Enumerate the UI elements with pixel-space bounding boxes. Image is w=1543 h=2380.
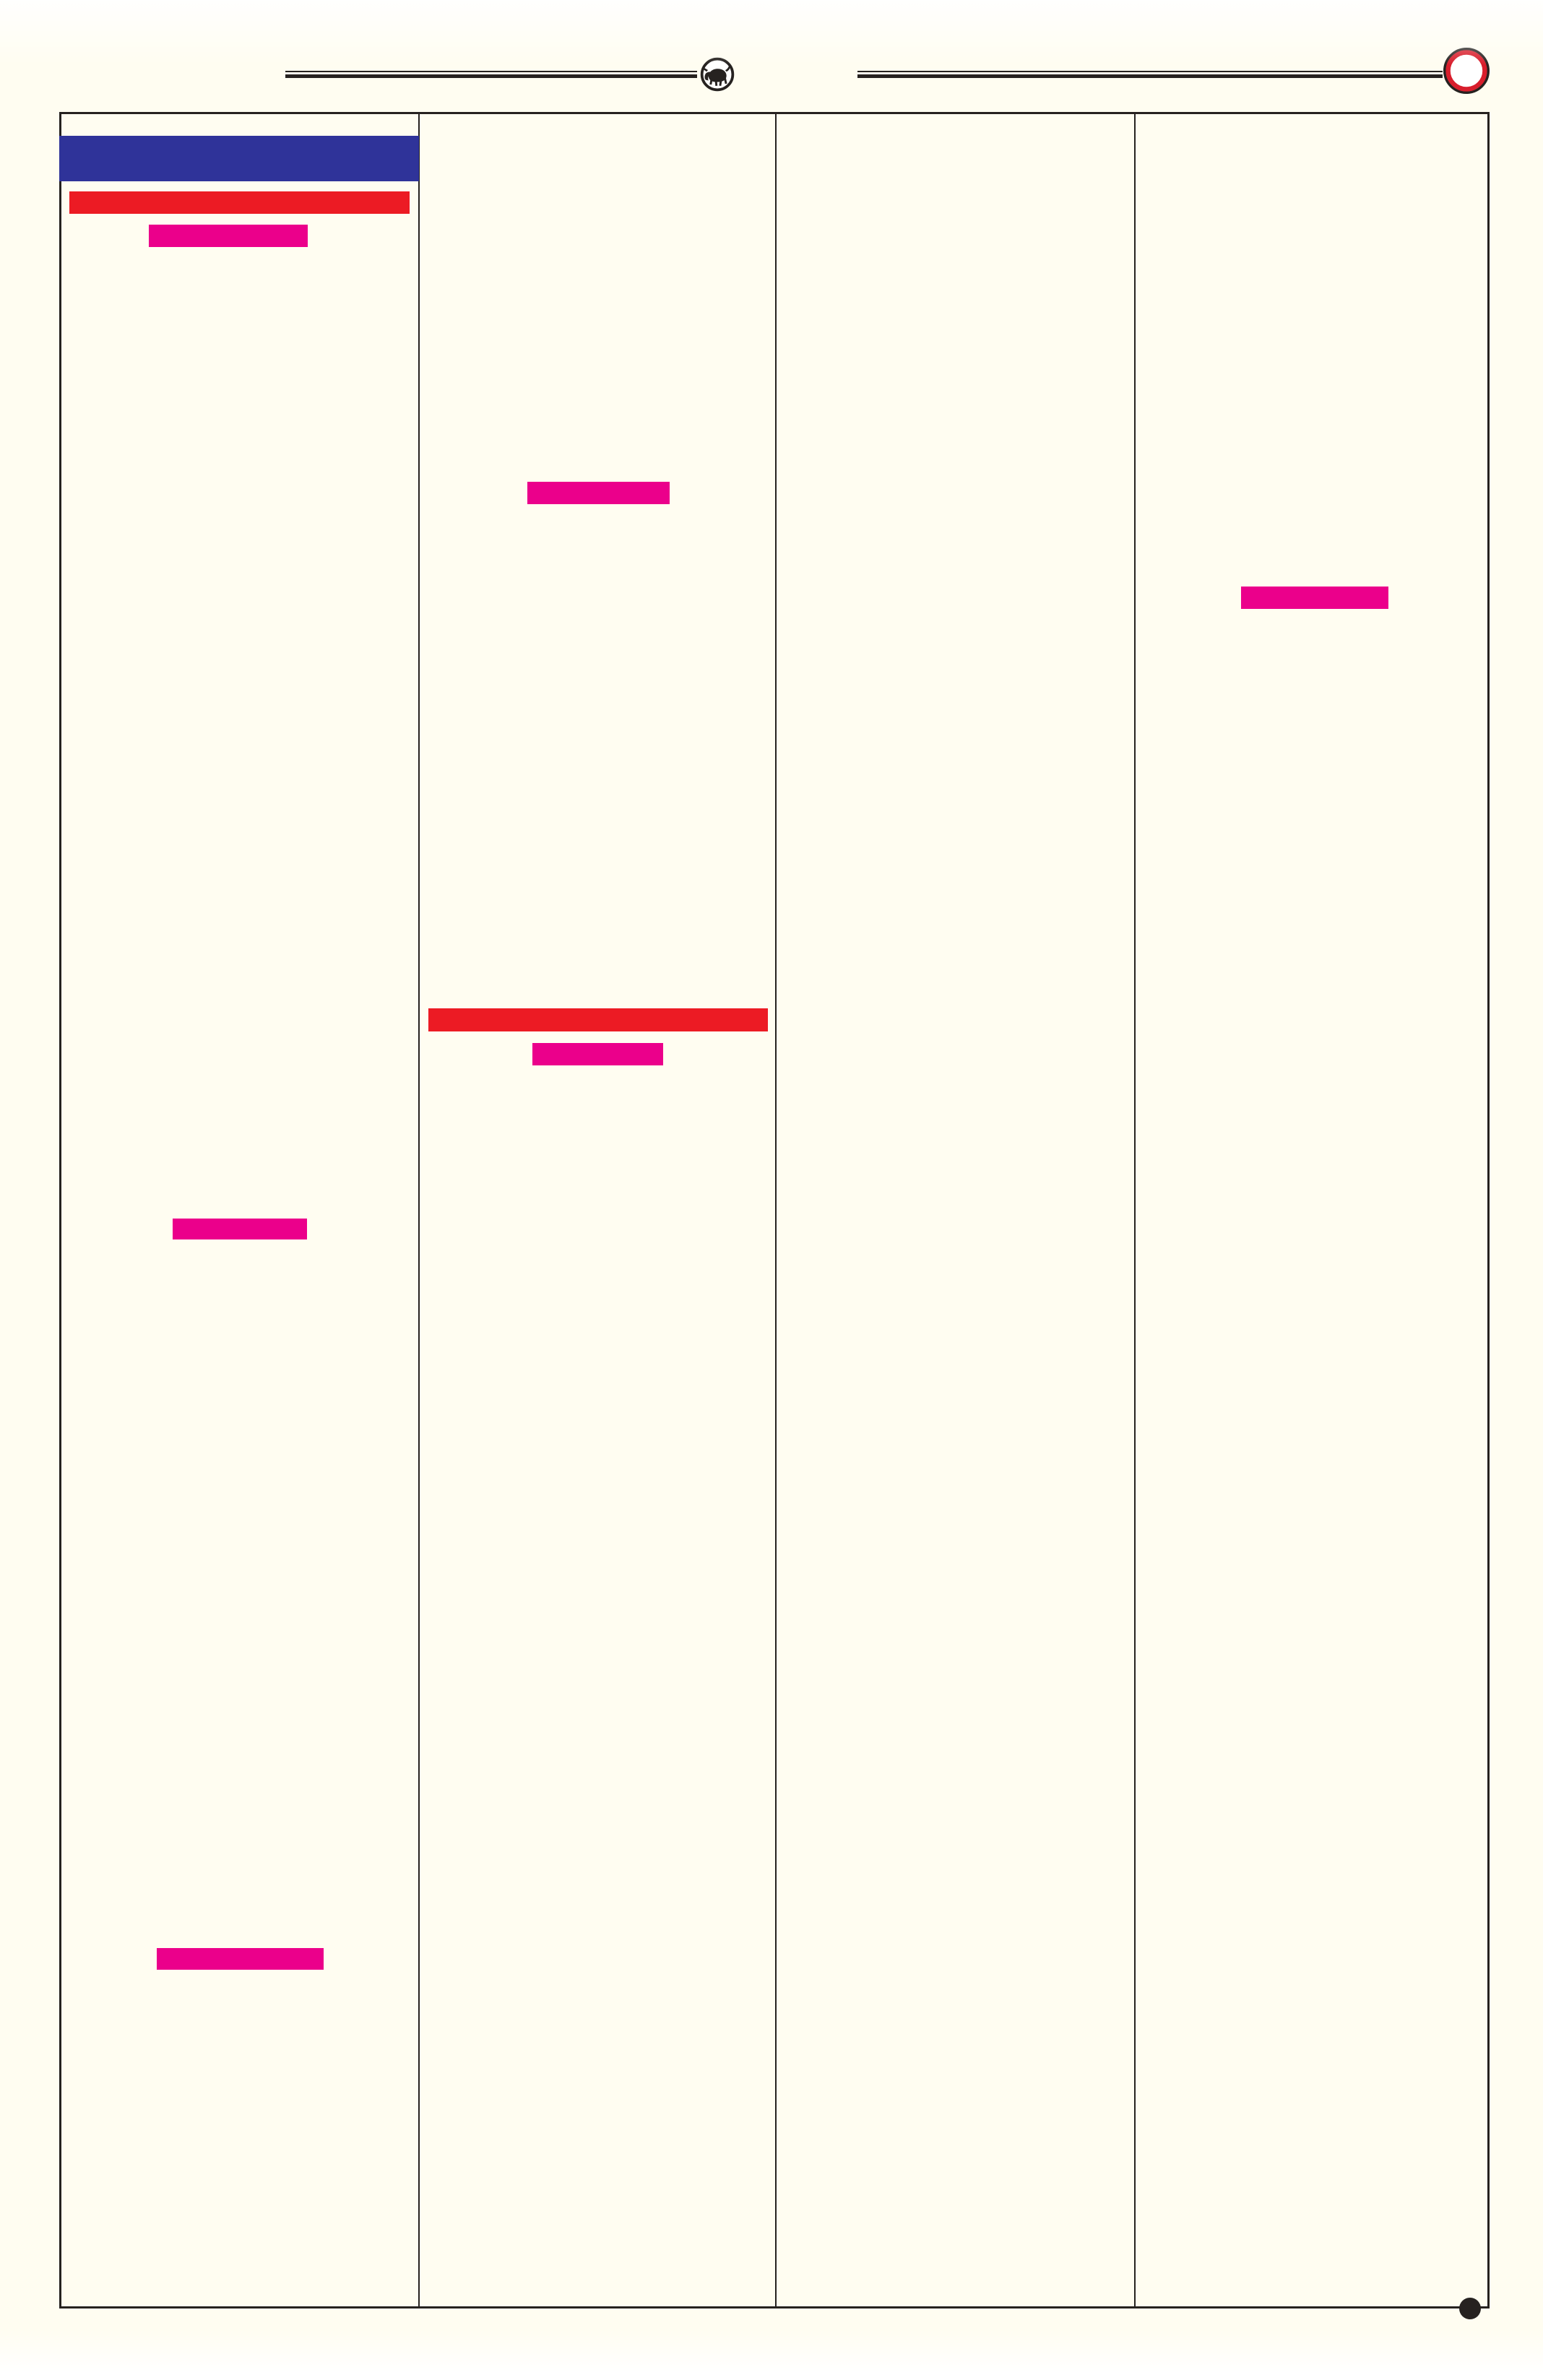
column-divider	[1134, 112, 1136, 2308]
column-divider	[418, 112, 420, 2308]
bull-medallion-icon	[700, 57, 735, 92]
scan-fade-bottom	[0, 2329, 1543, 2380]
black-dot-icon	[1459, 2298, 1481, 2319]
masthead-blue-bar	[59, 136, 419, 181]
red-ring-icon	[1443, 47, 1490, 95]
column-divider	[775, 112, 777, 2308]
magenta-bar-col4	[1241, 587, 1388, 609]
headline-red-bar-col1	[69, 191, 410, 214]
magenta-bar-col1-middle	[173, 1219, 307, 1239]
header-rule-left	[285, 71, 697, 78]
magenta-bar-col1-lower	[157, 1948, 324, 1970]
content-frame	[59, 112, 1490, 2308]
headline-red-bar-col2	[428, 1008, 768, 1031]
subhead-magenta-bar-col1	[149, 225, 308, 247]
header-rule-right	[857, 71, 1443, 78]
magenta-bar-col2-top	[527, 482, 670, 504]
subhead-magenta-bar-col2	[532, 1043, 663, 1065]
scan-fade-top	[0, 0, 1543, 65]
